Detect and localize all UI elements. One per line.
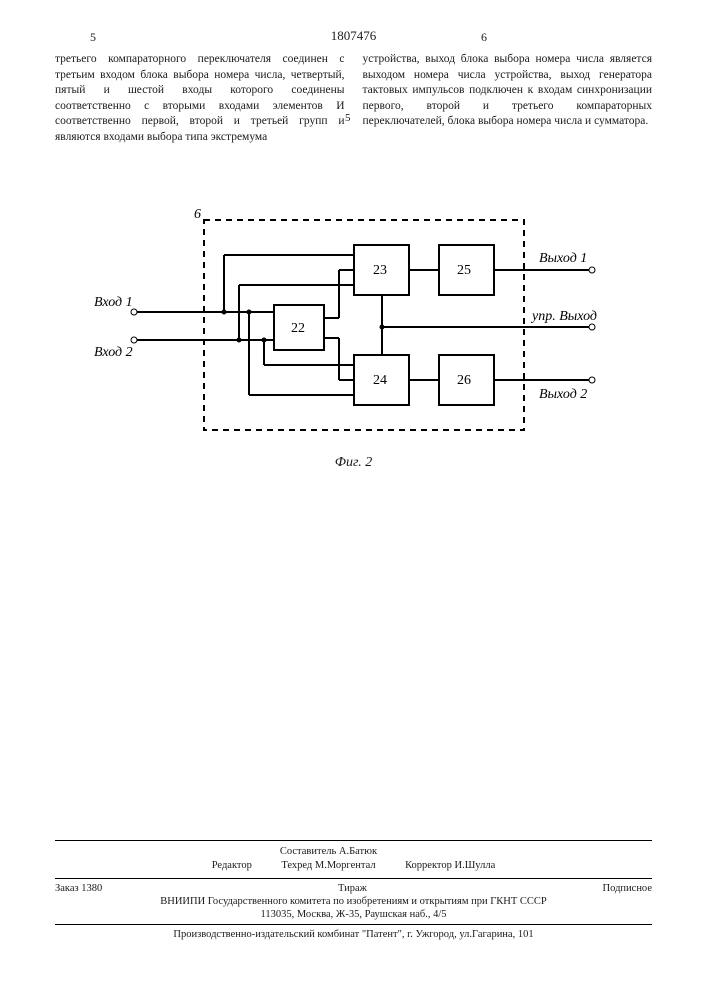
column-right: устройства, выход блока выбора номера чи… bbox=[363, 52, 653, 145]
divider-icon bbox=[55, 924, 652, 925]
margin-line-number: 5 bbox=[345, 112, 351, 124]
divider-icon bbox=[55, 878, 652, 879]
node-2 bbox=[236, 338, 241, 343]
diagram-svg: 6 22 23 24 25 26 bbox=[94, 200, 614, 450]
figure-caption: Фиг. 2 bbox=[335, 455, 373, 471]
node-ctrl bbox=[379, 325, 384, 330]
label-in1: Вход 1 bbox=[94, 295, 133, 310]
block-23-label: 23 bbox=[373, 263, 387, 278]
out2-terminal bbox=[589, 377, 595, 383]
out1-terminal bbox=[589, 267, 595, 273]
block-26-label: 26 bbox=[457, 373, 471, 388]
page: 5 1807476 6 третьего компараторного пере… bbox=[0, 0, 707, 1000]
document-number: 1807476 bbox=[331, 28, 377, 44]
org-address: 113035, Москва, Ж-35, Раушская наб., 4/5 bbox=[55, 909, 652, 920]
block-24-label: 24 bbox=[373, 373, 387, 388]
label-out2: Выход 2 bbox=[539, 387, 587, 402]
node-1 bbox=[221, 310, 226, 315]
tirazh-label: Тираж bbox=[338, 883, 367, 894]
node-2b bbox=[261, 338, 266, 343]
ctrl-terminal bbox=[589, 324, 595, 330]
techred: Техред М.Моргентал bbox=[280, 859, 377, 874]
label-ctrl: упр. Выход bbox=[530, 309, 597, 324]
page-number-right: 6 bbox=[481, 30, 487, 45]
block-25-label: 25 bbox=[457, 263, 471, 278]
node-1b bbox=[246, 310, 251, 315]
label-in2: Вход 2 bbox=[94, 345, 133, 360]
order-number: Заказ 1380 bbox=[55, 883, 102, 894]
page-number-left: 5 bbox=[90, 30, 96, 45]
label-out1: Выход 1 bbox=[539, 251, 587, 266]
printer-address: Производственно-издательский комбинат "П… bbox=[55, 929, 652, 940]
in2-terminal bbox=[131, 337, 137, 343]
compiler: Составитель А.Батюк bbox=[280, 845, 377, 860]
outer-block-label: 6 bbox=[194, 207, 201, 222]
signed-label: Подписное bbox=[603, 883, 652, 894]
editor-label: Редактор bbox=[212, 859, 252, 874]
body-columns: третьего компараторного переключателя со… bbox=[55, 52, 652, 145]
footer-order-row: Заказ 1380 Тираж Подписное bbox=[55, 883, 652, 894]
footer-credits: Редактор Составитель А.Батюк Техред М.Мо… bbox=[55, 845, 652, 874]
corrector: Корректор И.Шулла bbox=[405, 859, 495, 874]
footer: Редактор Составитель А.Батюк Техред М.Мо… bbox=[55, 836, 652, 940]
divider-icon bbox=[55, 840, 652, 841]
org-name: ВНИИПИ Государственного комитета по изоб… bbox=[55, 896, 652, 907]
block-22-label: 22 bbox=[291, 321, 305, 336]
figure-2: 6 22 23 24 25 26 bbox=[0, 200, 707, 460]
column-left: третьего компараторного переключателя со… bbox=[55, 52, 345, 145]
